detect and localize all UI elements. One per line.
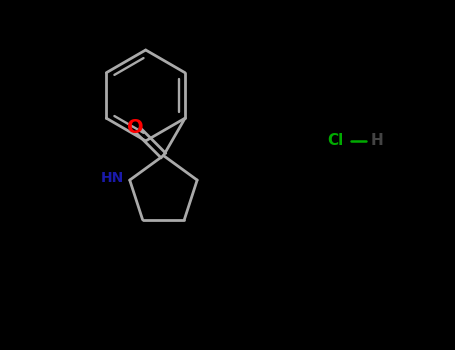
Text: O: O xyxy=(127,118,144,137)
Text: Cl: Cl xyxy=(328,133,344,148)
Text: H: H xyxy=(371,133,384,148)
Text: HN: HN xyxy=(101,171,124,185)
